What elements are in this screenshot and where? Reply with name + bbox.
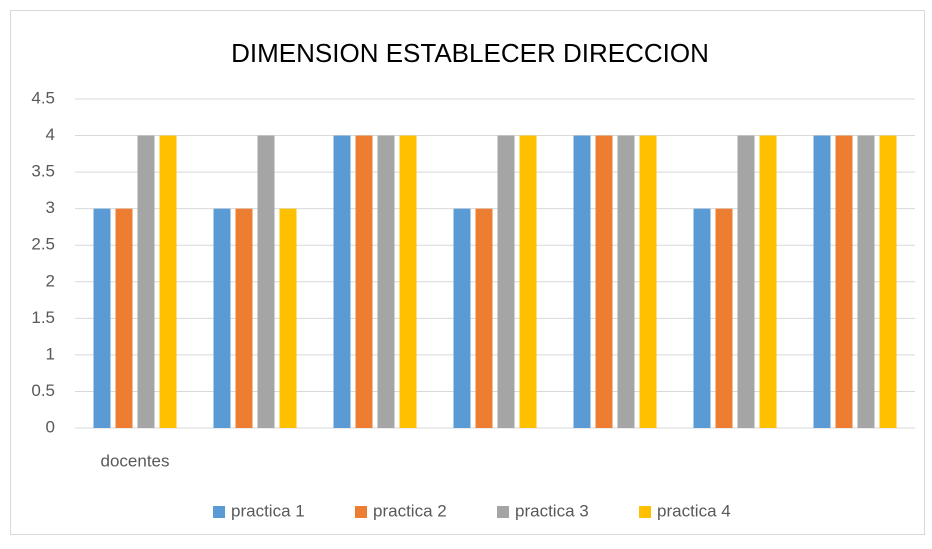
bar [355, 135, 373, 429]
bar [257, 135, 275, 429]
bar [715, 208, 733, 428]
bar [813, 135, 831, 429]
bar [279, 208, 297, 428]
y-tick-label: 1.5 [31, 308, 55, 327]
bar [857, 135, 875, 429]
bar [639, 135, 657, 429]
bar [213, 208, 231, 428]
bar [573, 135, 591, 429]
bar [453, 208, 471, 428]
y-tick-label: 4 [46, 125, 55, 144]
bar [693, 208, 711, 428]
legend-label: practica 2 [373, 501, 447, 520]
legend-swatch [355, 506, 367, 518]
bar [475, 208, 493, 428]
legend-label: practica 1 [231, 501, 305, 520]
y-tick-label: 0 [46, 417, 55, 436]
bar [835, 135, 853, 429]
legend-label: practica 3 [515, 501, 589, 520]
bar [93, 208, 111, 428]
bar [333, 135, 351, 429]
bar [759, 135, 777, 429]
bar [595, 135, 613, 429]
legend-label: practica 4 [657, 501, 731, 520]
x-tick-label: docentes [101, 451, 170, 470]
legend-swatch [213, 506, 225, 518]
bar [617, 135, 635, 429]
bar [377, 135, 395, 429]
bar [235, 208, 253, 428]
legend-swatch [497, 506, 509, 518]
y-tick-label: 3.5 [31, 162, 55, 181]
bar [159, 135, 177, 429]
legend-swatch [639, 506, 651, 518]
bar [137, 135, 155, 429]
bar [399, 135, 417, 429]
bar [497, 135, 515, 429]
y-tick-label: 2.5 [31, 235, 55, 254]
y-tick-label: 0.5 [31, 381, 55, 400]
chart-title: DIMENSION ESTABLECER DIRECCION [231, 38, 709, 68]
y-tick-label: 2 [46, 271, 55, 290]
bar [879, 135, 897, 429]
y-tick-label: 3 [46, 198, 55, 217]
bar [737, 135, 755, 429]
bar [115, 208, 133, 428]
bar [519, 135, 537, 429]
y-tick-label: 4.5 [31, 88, 55, 107]
y-tick-label: 1 [46, 344, 55, 363]
